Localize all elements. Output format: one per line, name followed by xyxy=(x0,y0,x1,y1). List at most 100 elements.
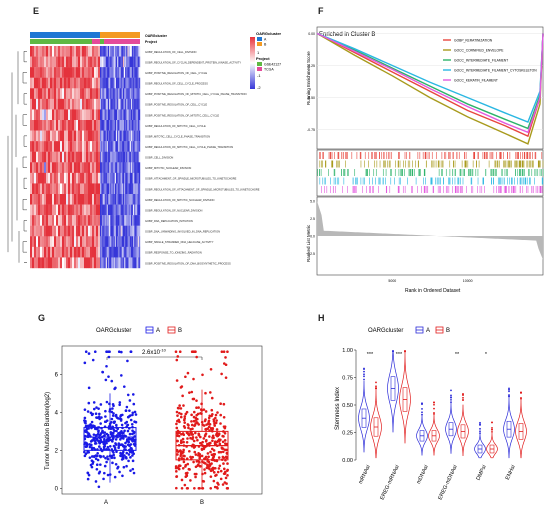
heatmap-cell xyxy=(98,46,101,57)
gsea-xtick: 5000 xyxy=(388,279,396,283)
heatmap-cell xyxy=(98,77,101,89)
heatmap-cell xyxy=(44,56,47,68)
tmb-point xyxy=(110,379,114,383)
stem-outlier xyxy=(404,350,406,353)
heatmap-cell xyxy=(106,141,109,152)
gsea-hit xyxy=(442,160,444,168)
heatmap-cell xyxy=(121,88,124,100)
gsea-hit xyxy=(468,169,470,176)
tmb-point xyxy=(125,464,128,468)
heatmap-cell xyxy=(86,77,89,89)
heatmap-cell xyxy=(82,257,85,269)
tmb-point xyxy=(106,455,109,458)
heatmap-cell xyxy=(64,172,67,184)
heatmap-cell xyxy=(130,46,133,57)
tmb-point xyxy=(192,377,195,381)
annotation-project-tcga-a xyxy=(92,39,100,44)
heatmap-cell xyxy=(42,183,45,195)
gsea-title: Enriched in Cluster B xyxy=(319,32,375,38)
gsea-hit xyxy=(421,186,422,193)
heatmap-cell xyxy=(70,46,73,57)
heatmap-cell xyxy=(56,215,59,226)
stem-violin xyxy=(503,397,515,459)
heatmap-cell xyxy=(130,130,133,142)
gsea-hit xyxy=(423,177,424,185)
tmb-point xyxy=(208,464,212,467)
heatmap-cell xyxy=(137,46,140,57)
gsea-hit xyxy=(360,152,361,159)
heatmap-cell xyxy=(80,183,83,195)
heatmap-cell xyxy=(134,141,136,152)
tmb-point xyxy=(204,391,207,395)
tmb-point xyxy=(175,486,178,490)
gsea-hit xyxy=(439,160,441,168)
tmb-point xyxy=(201,373,204,377)
heatmap-cell xyxy=(40,46,43,57)
heatmap-cell xyxy=(102,141,104,152)
gsea-hit xyxy=(519,160,521,168)
heatmap-cell xyxy=(130,120,133,131)
heatmap-cell xyxy=(134,194,136,205)
heatmap-cell xyxy=(127,130,129,142)
heatmap-cell xyxy=(135,98,137,110)
heatmap-cell xyxy=(138,183,141,195)
tmb-point xyxy=(219,477,223,481)
heatmap-cell xyxy=(32,141,35,152)
heatmap-cell xyxy=(96,46,99,57)
heatmap-cell xyxy=(136,236,138,248)
heatmap-cell xyxy=(74,215,77,226)
heatmap-cell xyxy=(98,141,101,152)
heatmap-cell xyxy=(98,67,101,78)
tmb-point xyxy=(122,385,126,388)
tmb-point xyxy=(175,439,179,443)
heatmap-cell xyxy=(68,257,71,269)
heatmap-cell xyxy=(101,130,103,142)
heatmap-cell xyxy=(86,67,89,78)
tmb-point xyxy=(117,350,121,353)
heatmap-cell xyxy=(111,141,113,152)
tmb-point xyxy=(192,439,196,443)
tmb-point xyxy=(198,453,202,456)
heatmap-cell xyxy=(138,141,141,152)
gsea-hit xyxy=(389,160,391,168)
gsea-hit xyxy=(541,186,543,193)
tmb-point xyxy=(183,483,187,487)
tmb-point xyxy=(132,402,136,406)
tmb-point xyxy=(197,406,200,409)
tmb-point xyxy=(200,448,204,451)
gsea-hit xyxy=(499,160,500,168)
gsea-hit xyxy=(397,186,399,193)
gsea-hit xyxy=(385,177,386,185)
heatmap-cell xyxy=(62,56,65,68)
heatmap-cell xyxy=(70,141,73,152)
heatmap-cell xyxy=(74,88,77,100)
tmb-point xyxy=(128,415,131,418)
heatmap-cell xyxy=(119,246,121,258)
tmb-point xyxy=(197,433,201,437)
heatmap-cell xyxy=(38,172,41,184)
heatmap-cell xyxy=(132,215,134,226)
heatmap-cell xyxy=(130,225,133,237)
heatmap-cell xyxy=(68,204,71,216)
heatmap-cell xyxy=(72,141,75,152)
heatmap-cell xyxy=(138,172,141,184)
heatmap-cell xyxy=(124,225,126,237)
gsea-hit xyxy=(409,169,411,176)
heatmap-cell xyxy=(84,162,87,174)
heatmap-cell xyxy=(101,67,103,78)
heatmap-cell xyxy=(135,194,137,205)
stem-outlier xyxy=(462,398,464,401)
heatmap-cell xyxy=(82,236,85,248)
heatmap-cell xyxy=(42,151,45,163)
gsea-hit xyxy=(509,152,511,159)
stem-outlier xyxy=(363,375,365,378)
heatmap-cell xyxy=(137,109,140,121)
heatmap-cell xyxy=(76,162,79,174)
tmb-point xyxy=(222,467,226,471)
heatmap-cell xyxy=(80,46,83,57)
heatmap-cell xyxy=(127,67,129,78)
heatmap-cell xyxy=(114,257,117,269)
tmb-point xyxy=(226,469,229,472)
heatmap-cell xyxy=(134,120,136,131)
heatmap-cell xyxy=(133,77,135,89)
